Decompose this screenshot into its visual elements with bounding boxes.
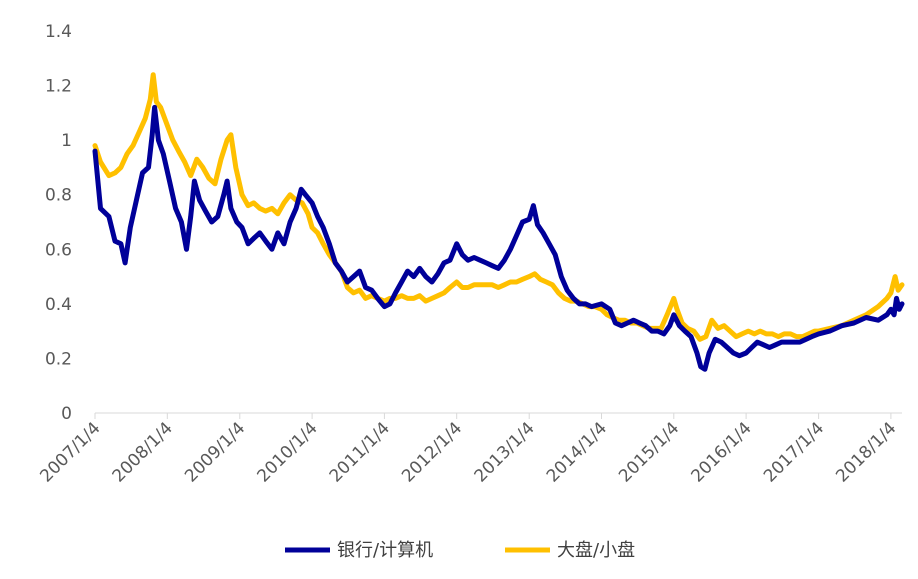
x-tick-label: 2012/1/4 bbox=[398, 418, 466, 486]
x-tick-label: 2014/1/4 bbox=[543, 418, 611, 486]
x-tick-label: 2015/1/4 bbox=[615, 418, 683, 486]
series-line-2 bbox=[92, 72, 905, 342]
legend-item-2: 大盘/小盘 bbox=[505, 540, 635, 561]
y-tick-label: 0.8 bbox=[45, 186, 72, 206]
y-axis: 0 0.2 0.4 0.6 0.8 1 1.2 1.4 bbox=[45, 22, 72, 424]
x-tick-label: 2018/1/4 bbox=[832, 418, 900, 486]
legend-label-1: 银行/计算机 bbox=[337, 540, 433, 561]
y-tick-label: 0.6 bbox=[45, 240, 72, 260]
x-tick-label: 2010/1/4 bbox=[254, 418, 322, 486]
y-tick-label: 1.4 bbox=[45, 22, 72, 42]
legend-label-2: 大盘/小盘 bbox=[557, 540, 635, 561]
x-axis: 2007/1/4 2008/1/4 2009/1/4 2010/1/4 2011/1/4… bbox=[36, 413, 900, 487]
y-tick-label: 0 bbox=[61, 404, 72, 424]
y-tick-label: 0.4 bbox=[45, 295, 72, 315]
x-tick-label: 2011/1/4 bbox=[326, 418, 394, 486]
x-tick-label: 2008/1/4 bbox=[109, 418, 177, 486]
x-tick-label: 2007/1/4 bbox=[36, 418, 104, 486]
legend: 银行/计算机 大盘/小盘 bbox=[285, 540, 635, 561]
y-tick-label: 1 bbox=[61, 131, 72, 151]
y-tick-label: 0.2 bbox=[45, 349, 72, 369]
series-line-1 bbox=[92, 104, 905, 372]
legend-item-1: 银行/计算机 bbox=[285, 540, 433, 561]
plot-area bbox=[92, 72, 905, 372]
x-tick-label: 2013/1/4 bbox=[471, 418, 539, 486]
x-tick-label: 2009/1/4 bbox=[181, 418, 249, 486]
x-tick-label: 2017/1/4 bbox=[760, 418, 828, 486]
y-tick-label: 1.2 bbox=[45, 77, 72, 97]
x-tick-label: 2016/1/4 bbox=[688, 418, 756, 486]
